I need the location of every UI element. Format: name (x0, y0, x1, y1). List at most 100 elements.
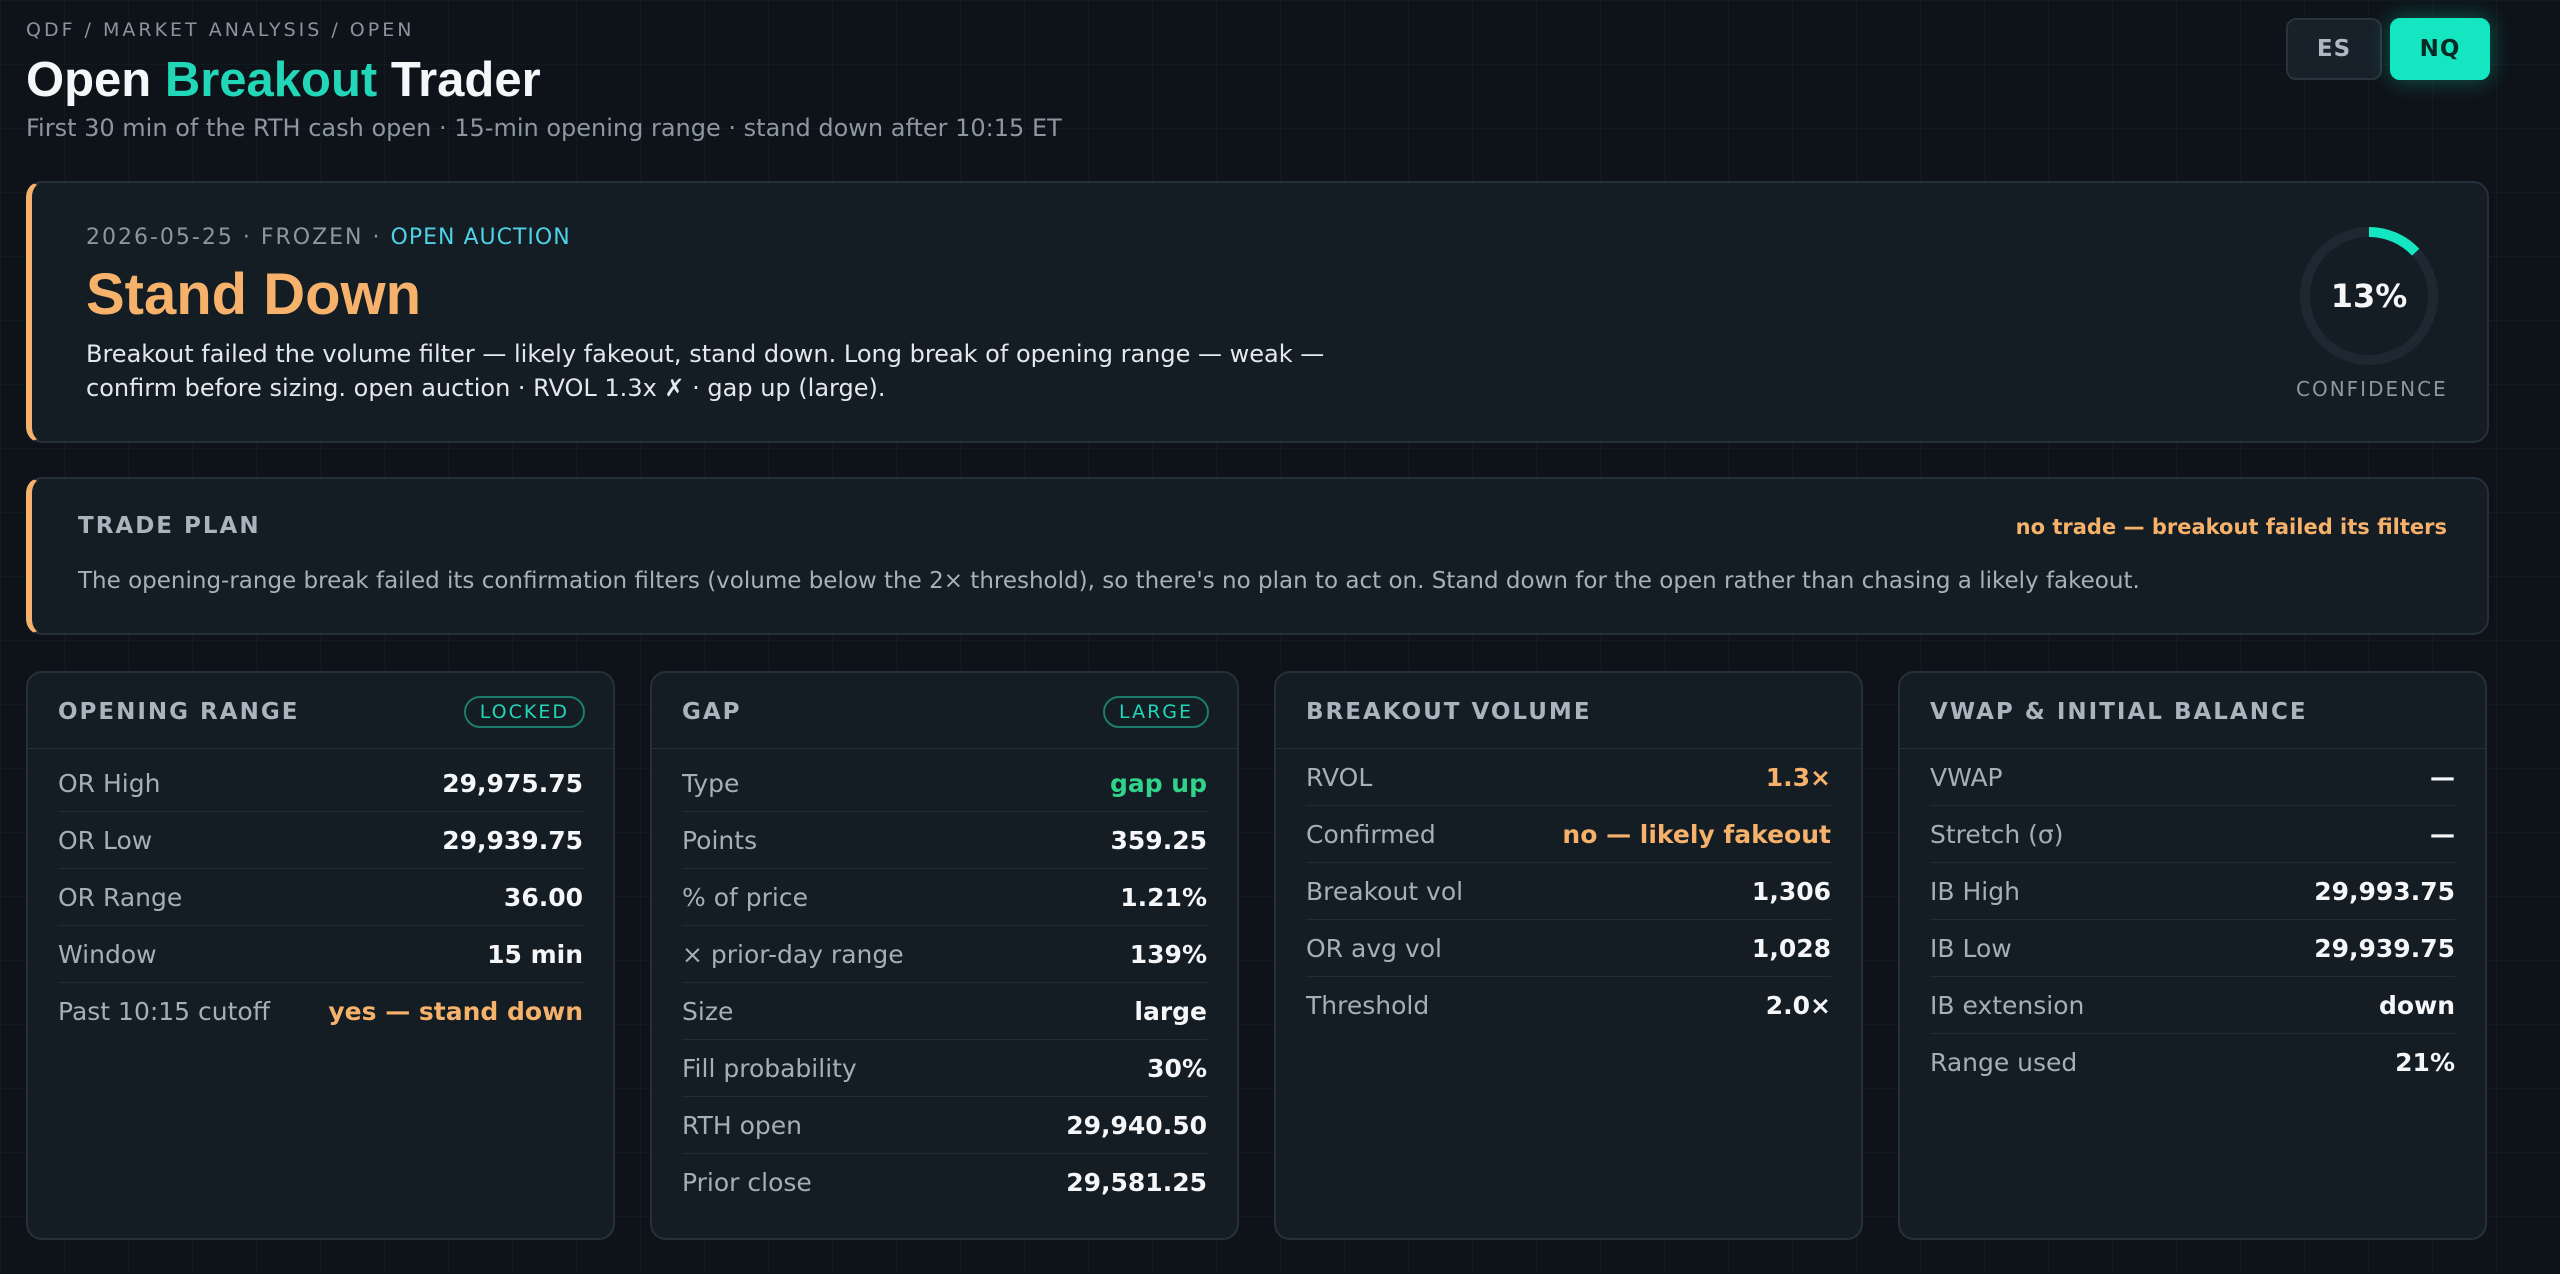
row-value: 36.00 (503, 882, 583, 912)
panel-header: GAP LARGE (652, 673, 1237, 749)
row-label: Prior close (682, 1168, 812, 1197)
row-label: Confirmed (1306, 819, 1436, 849)
row-value: 1,306 (1751, 876, 1831, 906)
row-label: Breakout vol (1306, 876, 1464, 906)
confidence-arc (2300, 227, 2438, 365)
symbol-switch: ES NQ (2286, 18, 2490, 80)
row-value: 29,975.75 (442, 768, 583, 798)
row-label: RTH open (682, 1110, 802, 1140)
row-label: Range used (1930, 1048, 2078, 1077)
table-row: Stretch (σ) — (1930, 806, 2455, 863)
table-row: VWAP — (1930, 749, 2455, 806)
row-label: IB Low (1930, 933, 2012, 963)
table-row: Points 359.25 (682, 812, 1207, 869)
row-value: — (2430, 819, 2455, 849)
row-value: down (2379, 990, 2455, 1020)
signal-verdict: Stand Down (86, 262, 422, 327)
row-value: 359.25 (1110, 825, 1207, 855)
signal-meta: 2026-05-25 · FROZEN · OPEN AUCTION (86, 225, 571, 250)
row-value: gap up (1109, 768, 1207, 798)
row-value: 29,581.25 (1066, 1168, 1207, 1197)
breakout-volume-panel: BREAKOUT VOLUME RVOL 1.3× Confirmed no — li… (1274, 671, 1863, 1240)
row-value: 29,939.75 (2314, 933, 2455, 963)
panel-header: OPENING RANGE LOCKED (28, 673, 613, 749)
trade-plan-status: no trade — breakout failed its filters (2015, 515, 2447, 539)
table-row: OR avg vol 1,028 (1306, 920, 1831, 977)
row-value: 21% (2395, 1048, 2455, 1077)
symbol-button-es[interactable]: ES (2286, 18, 2382, 80)
status-badge: LARGE (1103, 696, 1209, 728)
row-label: Type (682, 768, 740, 798)
row-value: yes — stand down (328, 997, 583, 1026)
status-badge: LOCKED (463, 696, 585, 728)
row-value: — (2430, 762, 2455, 792)
row-label: OR Low (58, 825, 153, 855)
row-value: large (1134, 996, 1207, 1026)
confidence-gauge: 13% CONFIDENCE (2296, 223, 2448, 401)
table-row: Threshold 2.0× (1306, 977, 1831, 1034)
breakout-volume-rows: RVOL 1.3× Confirmed no — likely fakeout Brea… (1306, 749, 1831, 1034)
row-label: Stretch (σ) (1930, 819, 2064, 849)
panel-header: BREAKOUT VOLUME (1276, 673, 1861, 749)
table-row: OR Range 36.00 (58, 869, 583, 926)
table-row: Type gap up (682, 755, 1207, 812)
row-value: 29,993.75 (2314, 876, 2455, 906)
confidence-value: 13% (2330, 277, 2408, 315)
row-label: OR Range (58, 882, 183, 912)
trade-plan-body: The opening-range break failed its confi… (78, 568, 2140, 594)
row-value: 29,939.75 (442, 825, 583, 855)
title-post: Trader (377, 53, 541, 107)
table-row: % of price 1.21% (682, 869, 1207, 926)
row-value: 15 min (487, 939, 583, 969)
row-label: % of price (682, 882, 808, 912)
panel-title: VWAP & INITIAL BALANCE (1930, 699, 2308, 725)
panel-title: BREAKOUT VOLUME (1306, 699, 1592, 725)
row-value: 1,028 (1751, 933, 1831, 963)
table-row: IB High 29,993.75 (1930, 863, 2455, 920)
row-value: 1.21% (1120, 882, 1207, 912)
row-value: 139% (1129, 939, 1207, 969)
row-label: Window (58, 939, 157, 969)
vwap-ib-rows: VWAP — Stretch (σ) — IB High 29,993.75 IB Low 2… (1930, 749, 2455, 1091)
trade-plan-title: TRADE PLAN (78, 513, 261, 539)
row-value: no — likely fakeout (1562, 819, 1831, 849)
panel-header: VWAP & INITIAL BALANCE (1900, 673, 2485, 749)
row-value: 1.3× (1765, 762, 1831, 792)
gap-panel: GAP LARGE Type gap up Points 359.25 % of pri… (650, 671, 1239, 1240)
table-row: Confirmed no — likely fakeout (1306, 806, 1831, 863)
table-row: Breakout vol 1,306 (1306, 863, 1831, 920)
table-row: Past 10:15 cutoff yes — stand down (58, 983, 583, 1040)
table-row: RVOL 1.3× (1306, 749, 1831, 806)
row-label: VWAP (1930, 762, 2003, 792)
signal-card: 2026-05-25 · FROZEN · OPEN AUCTION Stand… (26, 181, 2489, 443)
signal-description: Breakout failed the volume filter — like… (86, 340, 1325, 402)
opening-range-rows: OR High 29,975.75 OR Low 29,939.75 OR Range 3… (58, 755, 583, 1040)
table-row: RTH open 29,940.50 (682, 1097, 1207, 1154)
row-value: 2.0× (1765, 991, 1831, 1020)
table-row: OR High 29,975.75 (58, 755, 583, 812)
panel-title: OPENING RANGE (58, 699, 300, 725)
opening-range-panel: OPENING RANGE LOCKED OR High 29,975.75 OR … (26, 671, 615, 1240)
panel-title: GAP (682, 699, 742, 725)
vwap-ib-panel: VWAP & INITIAL BALANCE VWAP — Stretch (σ) —… (1898, 671, 2487, 1240)
title-pre: Open (26, 53, 165, 107)
gap-rows: Type gap up Points 359.25 % of price 1.21% × p… (682, 755, 1207, 1211)
page-subtitle: First 30 min of the RTH cash open · 15-m… (26, 114, 1062, 142)
row-label: IB extension (1930, 990, 2085, 1020)
breadcrumb: QDF / MARKET ANALYSIS / OPEN (26, 19, 415, 41)
table-row: Fill probability 30% (682, 1040, 1207, 1097)
row-label: OR High (58, 768, 161, 798)
signal-date: 2026-05-25 · FROZEN · (86, 225, 382, 250)
row-label: RVOL (1306, 762, 1373, 792)
table-row: Prior close 29,581.25 (682, 1154, 1207, 1211)
confidence-label: CONFIDENCE (2296, 377, 2448, 401)
row-label: IB High (1930, 876, 2020, 906)
table-row: Window 15 min (58, 926, 583, 983)
row-label: × prior-day range (682, 939, 904, 969)
trade-plan-card: TRADE PLAN no trade — breakout failed it… (26, 477, 2489, 635)
symbol-button-nq[interactable]: NQ (2390, 18, 2490, 80)
row-label: Threshold (1306, 991, 1430, 1020)
row-label: Size (682, 996, 734, 1026)
table-row: IB Low 29,939.75 (1930, 920, 2455, 977)
table-row: IB extension down (1930, 977, 2455, 1034)
